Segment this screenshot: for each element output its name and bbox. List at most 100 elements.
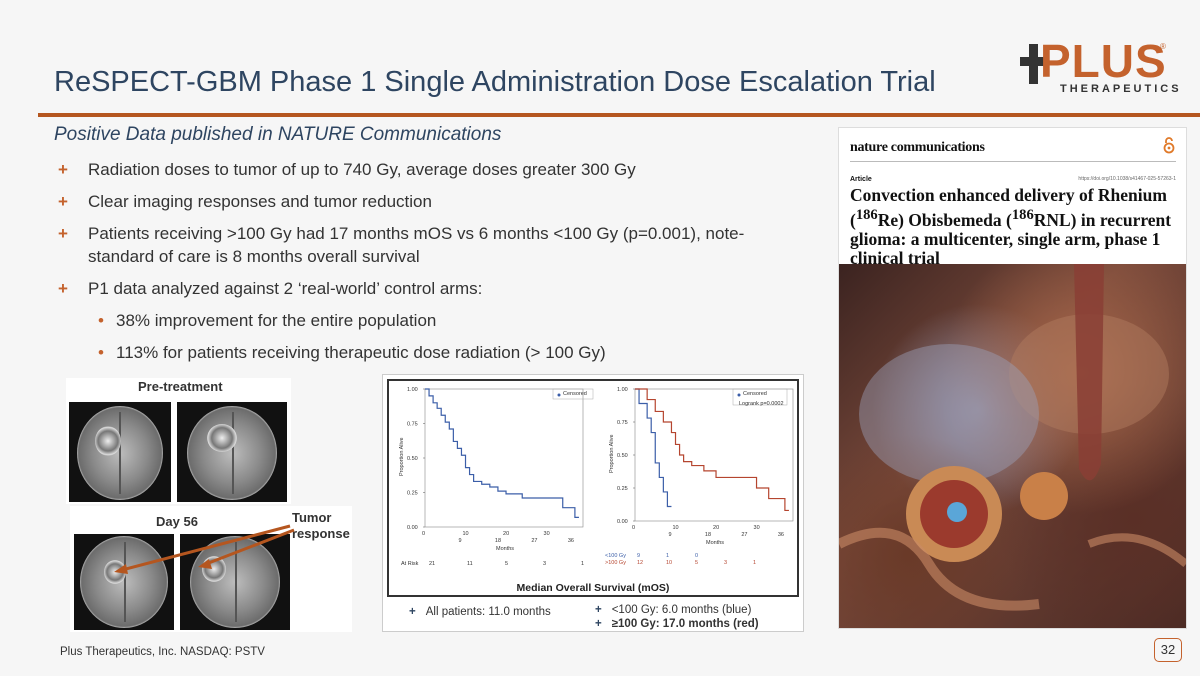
x-axis-label: Months	[706, 540, 724, 546]
plot-area	[634, 388, 794, 522]
at-risk-count: 10	[666, 560, 672, 566]
x-axis-label: Months	[496, 546, 514, 552]
x-tick-label: 30	[544, 531, 550, 537]
at-risk-count: 12	[637, 560, 643, 566]
at-risk-count: 5	[505, 561, 508, 567]
journal-divider	[850, 161, 1176, 162]
pre-treatment-label: Pre-treatment	[138, 379, 223, 394]
article-doi: https://doi.org/10.1038/s41467-025-57263…	[1078, 176, 1176, 182]
km-frame	[387, 379, 799, 597]
plot-area	[424, 388, 584, 528]
page-number: 32	[1154, 638, 1182, 662]
mos-all: + All patients: 11.0 months	[409, 606, 551, 618]
legend-box	[732, 388, 788, 406]
y-tick-label: 0.50	[617, 453, 628, 459]
y-axis-label: Proportion Alive	[399, 437, 405, 476]
mos-low: + <100 Gy: 6.0 months (blue)	[595, 604, 752, 616]
y-tick-label: 0.75	[407, 422, 418, 428]
y-tick-label: 0.00	[407, 525, 418, 531]
response-arrows	[114, 524, 295, 574]
bullet-list: + Radiation doses to tumor of up to 740 G…	[54, 158, 814, 373]
y-tick-label: 0.75	[617, 420, 628, 426]
mri-day56-panel: Day 56 Tumor response	[70, 506, 352, 632]
at-risk-count: 9	[637, 553, 640, 559]
at-risk-count: 1	[581, 561, 584, 567]
mri-scan-image	[74, 534, 174, 630]
x-tick-label: 18	[495, 538, 501, 544]
sub-bullet-item: • 113% for patients receiving therapeutic…	[98, 343, 606, 362]
x-tick-label: 20	[713, 525, 719, 531]
km-series-line	[635, 388, 789, 512]
logrank-label: Logrank p=0.0002	[739, 401, 784, 407]
y-tick-label: 0.50	[407, 456, 418, 462]
at-risk-group-low: <100 Gy	[605, 553, 626, 559]
at-risk-group-high: >100 Gy	[605, 560, 626, 566]
logo-registered: ®	[1160, 42, 1166, 51]
bullet-item: + Patients receiving >100 Gy had 17 month…	[58, 224, 745, 266]
y-tick-label: 1.00	[407, 387, 418, 393]
x-tick-label: 27	[531, 538, 537, 544]
journal-article-image: nature communications Article https://do…	[838, 127, 1187, 629]
y-tick-label: 0.25	[617, 486, 628, 492]
at-risk-count: 1	[666, 553, 669, 559]
article-type: Article	[850, 176, 872, 183]
x-tick-label: 36	[568, 538, 574, 544]
x-tick-label: 10	[463, 531, 469, 537]
at-risk-label: At Risk	[401, 561, 419, 567]
footer-text: Plus Therapeutics, Inc. NASDAQ: PSTV	[60, 646, 265, 658]
bullet-item: + Radiation doses to tumor of up to 740 G…	[58, 160, 636, 179]
x-tick-label: 0	[632, 525, 635, 531]
x-tick-label: 36	[778, 532, 784, 538]
at-risk-count: 5	[695, 560, 698, 566]
slide-subtitle: Positive Data published in NATURE Commun…	[54, 124, 502, 145]
day56-label: Day 56	[156, 514, 198, 529]
y-axis-label: Proportion Alive	[609, 434, 615, 473]
at-risk-count: 21	[429, 561, 435, 567]
bullet-item: + P1 data analyzed against 2 ‘real-world’…	[58, 279, 483, 298]
cover-illustration	[839, 264, 1186, 628]
legend-label: Censored	[743, 391, 767, 397]
km-caption: Median Overall Survival (mOS)	[516, 582, 670, 594]
km-series-line	[425, 388, 579, 518]
x-tick-label: 10	[673, 525, 679, 531]
x-tick-label: 18	[705, 532, 711, 538]
legend-box	[552, 388, 594, 400]
at-risk-count: 0	[695, 553, 698, 559]
x-tick-label: 20	[503, 531, 509, 537]
tumor-response-label: Tumor response	[292, 510, 350, 541]
logo-subtitle: THERAPEUTICS	[1060, 83, 1182, 95]
y-tick-label: 1.00	[617, 387, 628, 393]
title-rule	[38, 113, 1200, 117]
x-tick-label: 9	[458, 538, 461, 544]
km-chart-all-patients: 0.000.250.500.751.0009101820273036Months…	[399, 387, 594, 567]
mri-pre-treatment-panel: Pre-treatment	[66, 378, 291, 504]
censored-marker	[737, 393, 741, 397]
plus-icon	[1020, 44, 1046, 84]
article-title: Convection enhanced delivery of Rhenium …	[850, 185, 1172, 269]
mri-scan-image	[69, 402, 171, 502]
km-charts: 0.000.250.500.751.0009101820273036Months…	[399, 387, 794, 567]
logo-word: PLUS	[1040, 35, 1167, 87]
y-tick-label: 0.00	[617, 519, 628, 525]
sub-bullet-item: • 38% improvement for the entire populati…	[98, 311, 437, 330]
x-tick-label: 27	[741, 532, 747, 538]
plus-therapeutics-logo: PLUS ® THERAPEUTICS	[1020, 36, 1179, 96]
km-chart-by-dose: 0.000.250.500.751.0009101820273036Months…	[605, 387, 794, 566]
x-tick-label: 9	[668, 532, 671, 538]
open-access-icon	[1163, 137, 1175, 154]
at-risk-count: 3	[724, 560, 727, 566]
censored-marker	[557, 393, 561, 397]
at-risk-count: 3	[543, 561, 546, 567]
journal-name: nature communications	[850, 140, 985, 155]
at-risk-count: 11	[467, 561, 473, 567]
y-tick-label: 0.25	[407, 491, 418, 497]
mri-scan-image	[177, 402, 287, 502]
slide-title: ReSPECT-GBM Phase 1 Single Administratio…	[54, 66, 936, 98]
x-tick-label: 30	[754, 525, 760, 531]
km-series-line	[635, 388, 672, 508]
mos-high: + ≥100 Gy: 17.0 months (red)	[595, 618, 759, 630]
kaplan-meier-panel: 0.00 0.25 0.50 0.75 1.00 0 9 10 18 20 27 30 36 Months…	[382, 374, 804, 632]
bullet-item: + Clear imaging responses and tumor reduc…	[58, 192, 432, 211]
x-tick-label: 0	[422, 531, 425, 537]
